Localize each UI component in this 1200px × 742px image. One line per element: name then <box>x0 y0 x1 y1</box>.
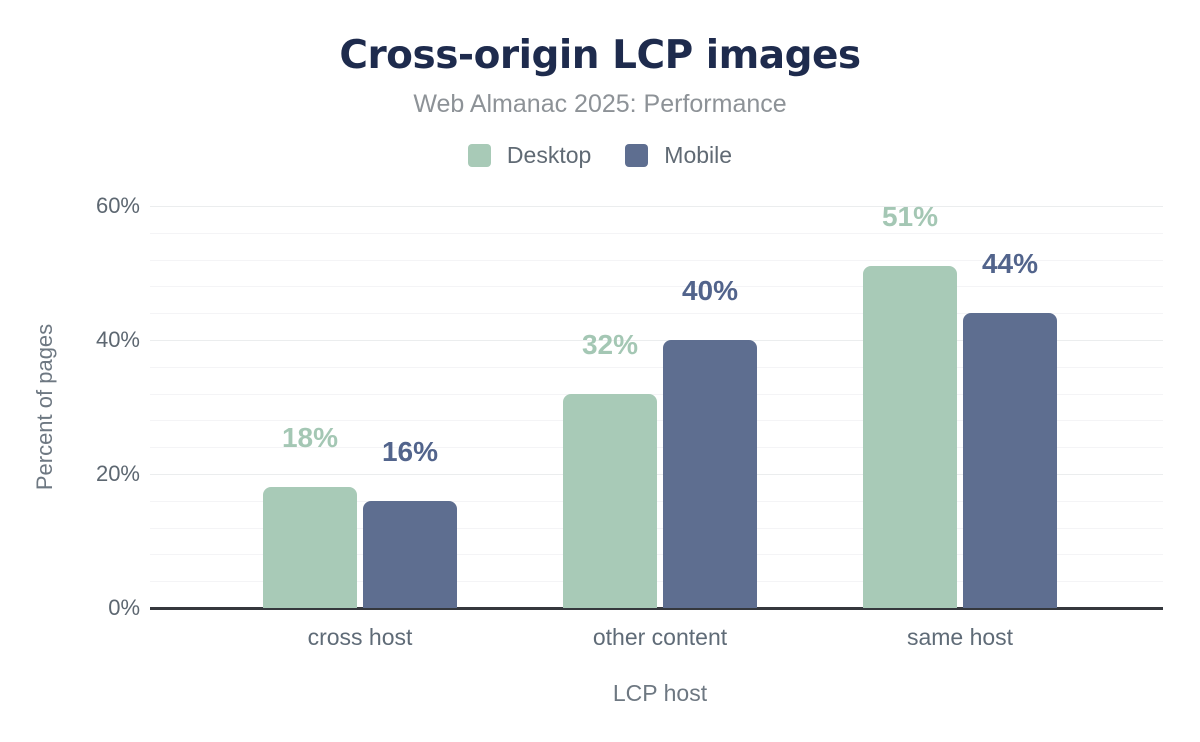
bar-desktop-other-content[interactable] <box>563 393 657 608</box>
desktop-series-swatch <box>467 144 491 167</box>
legend: Desktop Mobile <box>0 142 1200 169</box>
bar-mobile-other-content[interactable] <box>663 340 757 608</box>
gridline <box>150 206 1163 207</box>
gridline <box>150 313 1163 315</box>
x-tick-label-same-host: same host <box>906 624 1014 650</box>
gridline <box>150 286 1163 288</box>
bar-mobile-same-host[interactable] <box>963 313 1057 608</box>
y-tick-label: 20% <box>95 461 140 486</box>
y-tick-label: 60% <box>95 193 140 218</box>
value-label-desktop-other-content: 32% <box>581 328 639 360</box>
chart-subtitle: Web Almanac 2025: Performance <box>413 90 787 118</box>
bar-mobile-cross-host[interactable] <box>363 500 457 608</box>
gridline <box>150 232 1163 234</box>
bar-desktop-cross-host[interactable] <box>263 487 357 608</box>
value-label-desktop-cross-host: 18% <box>281 422 339 454</box>
x-axis-title: LCP host <box>612 680 708 706</box>
y-tick-label: 40% <box>95 327 140 352</box>
value-label-desktop-same-host: 51% <box>881 201 939 233</box>
plot-area: 18% 16% 32% 40% 51% 44% <box>150 201 1163 610</box>
x-tick-label-other-content: other content <box>592 624 728 650</box>
bar-desktop-same-host[interactable] <box>863 266 957 608</box>
legend-label-desktop: Desktop <box>506 142 592 168</box>
value-label-mobile-cross-host: 16% <box>381 435 439 467</box>
value-label-mobile-other-content: 40% <box>681 275 739 306</box>
legend-item-mobile[interactable]: Mobile <box>625 142 732 169</box>
gridline <box>150 259 1163 261</box>
x-axis-line <box>150 607 1163 610</box>
y-tick-label: 0% <box>108 595 140 620</box>
value-label-mobile-same-host: 44% <box>981 248 1039 280</box>
gridline <box>150 393 1163 395</box>
gridline <box>150 340 1163 341</box>
gridline <box>150 366 1163 368</box>
chart-title: Cross-origin LCP images <box>339 33 861 78</box>
mobile-series-swatch <box>625 144 649 167</box>
legend-label-mobile: Mobile <box>664 142 733 168</box>
legend-item-desktop[interactable]: Desktop <box>467 142 592 169</box>
x-tick-label-cross-host: cross host <box>307 624 413 650</box>
